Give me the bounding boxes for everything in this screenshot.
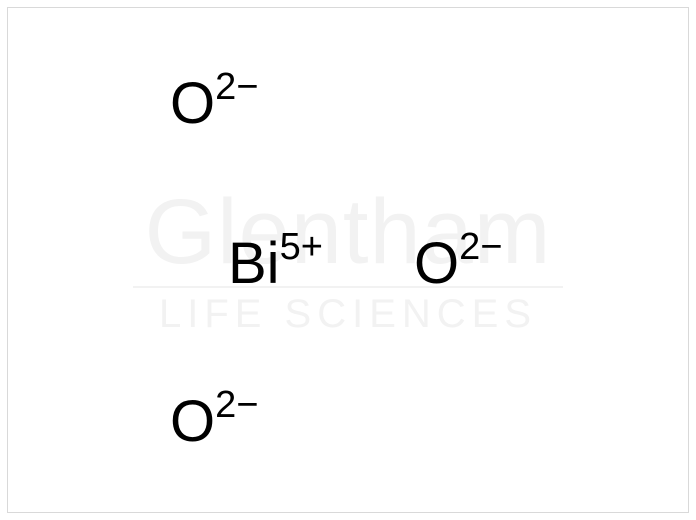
ion-symbol: Bi (228, 230, 280, 297)
ion-charge: 5+ (280, 226, 323, 269)
ion-symbol: O (170, 70, 215, 137)
ion-charge: 2− (215, 66, 258, 109)
ion-o-right: O2− (414, 230, 502, 297)
ion-bi-center: Bi5+ (228, 230, 323, 297)
ion-charge: 2− (215, 384, 258, 427)
ion-o-top: O2− (170, 70, 258, 137)
ion-charge: 2− (459, 226, 502, 269)
image-frame (7, 7, 689, 513)
ion-symbol: O (170, 388, 215, 455)
ion-o-bottom: O2− (170, 388, 258, 455)
ion-symbol: O (414, 230, 459, 297)
